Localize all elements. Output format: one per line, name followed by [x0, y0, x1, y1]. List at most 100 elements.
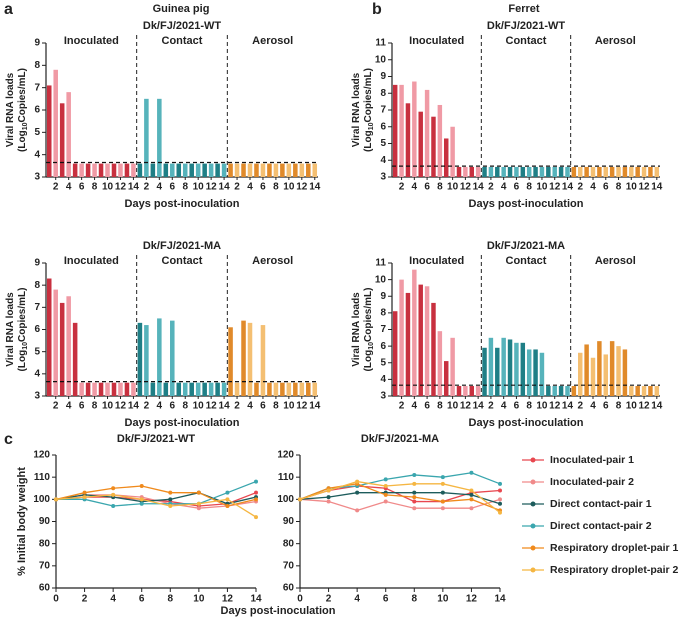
x-tick-label: 4 — [412, 401, 418, 412]
x-tick-label: 14 — [473, 182, 485, 193]
point — [254, 515, 258, 520]
x-tick-label: 8 — [437, 401, 443, 412]
series-line — [56, 480, 257, 507]
bar — [293, 163, 298, 177]
bar — [234, 382, 240, 396]
y-axis-label: % Initial body weight — [16, 467, 28, 576]
panel-title: Ferret — [508, 3, 540, 15]
x-tick-label: 14 — [494, 594, 506, 605]
x-tick-label: 4 — [412, 182, 418, 193]
legend-label: Direct contact-pair 1 — [550, 498, 652, 510]
x-tick-label: 4 — [157, 182, 163, 193]
bar — [247, 163, 253, 177]
point — [412, 481, 417, 486]
y-axis-label-line: Viral RNA loads — [5, 72, 16, 147]
x-tick-label: 8 — [616, 401, 622, 412]
bar — [72, 163, 78, 177]
point — [498, 488, 502, 493]
bar — [144, 98, 149, 177]
group-label: Contact — [506, 35, 547, 47]
bar — [597, 166, 602, 177]
bar — [208, 382, 214, 396]
bar — [312, 382, 318, 396]
legend-marker — [530, 523, 536, 529]
y-tick-label: 7 — [34, 82, 40, 93]
y-tick-label: 10 — [375, 274, 387, 285]
x-tick-label: 8 — [182, 182, 188, 193]
bar — [260, 325, 266, 396]
bar — [72, 322, 78, 396]
y-tick-label: 6 — [34, 324, 40, 335]
bar — [431, 302, 436, 396]
bar — [176, 382, 182, 396]
chart-title: Dk/FJ/2021-MA — [487, 240, 565, 252]
y-tick-label: 60 — [39, 583, 51, 594]
bar — [280, 163, 285, 177]
bar — [105, 163, 110, 177]
bar — [170, 320, 175, 396]
bar — [293, 382, 298, 396]
bar — [495, 347, 500, 396]
point — [469, 488, 474, 493]
point — [298, 497, 302, 502]
y-axis-label-line: Copies/mL) — [17, 68, 28, 122]
bar — [648, 166, 653, 177]
bar — [584, 166, 589, 177]
bar — [558, 166, 564, 177]
bar — [437, 331, 443, 396]
legend-label: Respiratory droplet-pair 2 — [550, 564, 679, 576]
legend-marker — [530, 545, 536, 551]
bar — [163, 382, 169, 396]
bar — [118, 163, 123, 177]
y-tick-label: 11 — [375, 258, 386, 269]
bar — [616, 166, 621, 177]
chart-title: Dk/FJ/2021-MA — [143, 240, 221, 252]
y-tick-label: 8 — [380, 308, 386, 319]
bar — [202, 163, 207, 177]
point — [383, 477, 388, 482]
y-tick-label: 8 — [34, 280, 40, 291]
bar — [392, 84, 398, 177]
x-tick-label: 4 — [501, 401, 507, 412]
bar — [399, 279, 404, 396]
x-tick-label: 4 — [590, 401, 596, 412]
point — [469, 506, 474, 511]
y-tick-label: 100 — [277, 494, 294, 505]
bar — [392, 311, 398, 396]
bar — [463, 166, 468, 177]
x-tick-label: 2 — [488, 182, 494, 193]
x-tick-label: 4 — [247, 182, 253, 193]
bar — [221, 163, 227, 177]
x-tick-label: 12 — [638, 182, 650, 193]
x-tick-label: 2 — [399, 182, 405, 193]
x-tick-label: 0 — [297, 594, 303, 605]
x-axis-label: Days post-inoculation — [125, 198, 240, 210]
x-tick-label: 8 — [168, 594, 174, 605]
x-tick-label: 4 — [66, 182, 72, 193]
group-label: Aerosol — [595, 255, 636, 267]
x-tick-label: 8 — [92, 401, 98, 412]
y-axis-label-sub: 10 — [22, 342, 29, 350]
bar — [546, 386, 551, 396]
bar — [488, 337, 494, 396]
point — [469, 470, 474, 475]
y-tick-label: 6 — [380, 341, 386, 352]
point — [111, 492, 116, 497]
bar — [475, 166, 481, 177]
bar — [247, 322, 253, 396]
bar — [565, 386, 570, 396]
bar — [635, 166, 640, 177]
bar — [182, 382, 188, 396]
x-tick-label: 8 — [273, 401, 279, 412]
bar — [170, 163, 175, 177]
y-axis-label: Viral RNA loads(Log10Copies/mL) — [351, 68, 375, 152]
bar — [469, 166, 474, 177]
x-tick-label: 8 — [526, 182, 532, 193]
series-line — [299, 492, 501, 505]
x-tick-label: 2 — [53, 401, 59, 412]
bar — [437, 104, 443, 177]
bar — [286, 382, 292, 396]
y-tick-label: 3 — [34, 391, 40, 402]
point — [225, 490, 230, 495]
